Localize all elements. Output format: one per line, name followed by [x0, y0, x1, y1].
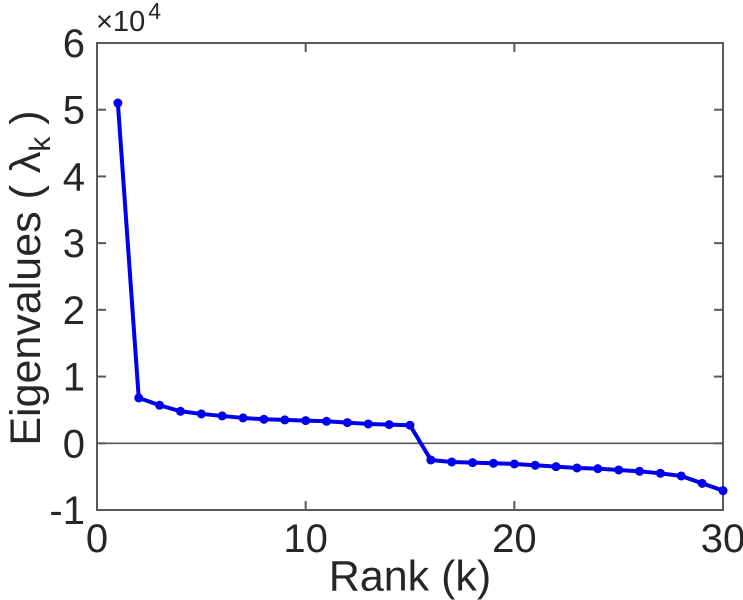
data-point-marker	[676, 471, 686, 481]
data-point-marker	[175, 406, 185, 416]
y-tick-label: 1	[63, 356, 85, 400]
data-point-marker	[280, 415, 290, 425]
y-axis-title: Eigenvalues ( λk )	[2, 110, 58, 445]
y-axis-multiplier: ×10 4	[96, 0, 161, 39]
multiplier-base: ×10	[96, 6, 146, 38]
data-point-marker	[301, 416, 311, 426]
data-point-marker	[593, 464, 603, 474]
data-point-marker	[322, 416, 332, 426]
data-point-marker	[551, 462, 561, 472]
data-point-marker	[530, 460, 540, 470]
data-point-marker	[405, 420, 415, 430]
data-point-marker	[718, 486, 728, 496]
y-tick-label: 2	[63, 289, 85, 333]
data-point-marker	[614, 465, 624, 475]
y-axis-title-text: Eigenvalues (	[2, 173, 51, 446]
lambda-symbol: λ	[2, 151, 51, 174]
data-point-marker	[238, 413, 248, 423]
lambda-subscript: k	[23, 136, 57, 152]
plot-box	[96, 42, 724, 511]
y-tick-label: 0	[63, 422, 85, 466]
data-point-marker	[155, 400, 165, 410]
data-point-marker	[384, 420, 394, 430]
y-tick-label: 6	[63, 22, 85, 66]
y-tick-label: 3	[63, 222, 85, 266]
x-tick-label: 0	[86, 517, 108, 561]
data-point-marker	[468, 458, 478, 468]
x-tick-label: 10	[283, 517, 328, 561]
eigenvalue-line	[115, 101, 725, 493]
data-point-marker	[134, 393, 144, 403]
y-tick-label: 4	[63, 155, 85, 199]
x-tick-label: 20	[492, 517, 537, 561]
y-tick-label: 5	[63, 89, 85, 133]
data-point-marker	[635, 466, 645, 476]
data-point-marker	[655, 468, 665, 478]
data-point-marker	[363, 419, 373, 429]
data-point-marker	[447, 457, 457, 467]
data-point-marker	[196, 409, 206, 419]
data-point-marker	[342, 418, 352, 428]
x-axis-title: Rank (k)	[328, 552, 492, 600]
data-point-marker	[697, 478, 707, 488]
data-point-marker	[509, 459, 519, 469]
data-point-marker	[426, 455, 436, 465]
y-axis-title-close: )	[2, 110, 51, 137]
data-point-marker	[259, 414, 269, 424]
data-point-marker	[488, 458, 498, 468]
data-point-marker	[113, 98, 123, 108]
data-point-marker	[217, 411, 227, 421]
y-tick-label: -1	[49, 489, 85, 533]
x-tick-label: 30	[701, 517, 743, 561]
multiplier-exponent: 4	[148, 0, 161, 24]
data-point-marker	[572, 463, 582, 473]
